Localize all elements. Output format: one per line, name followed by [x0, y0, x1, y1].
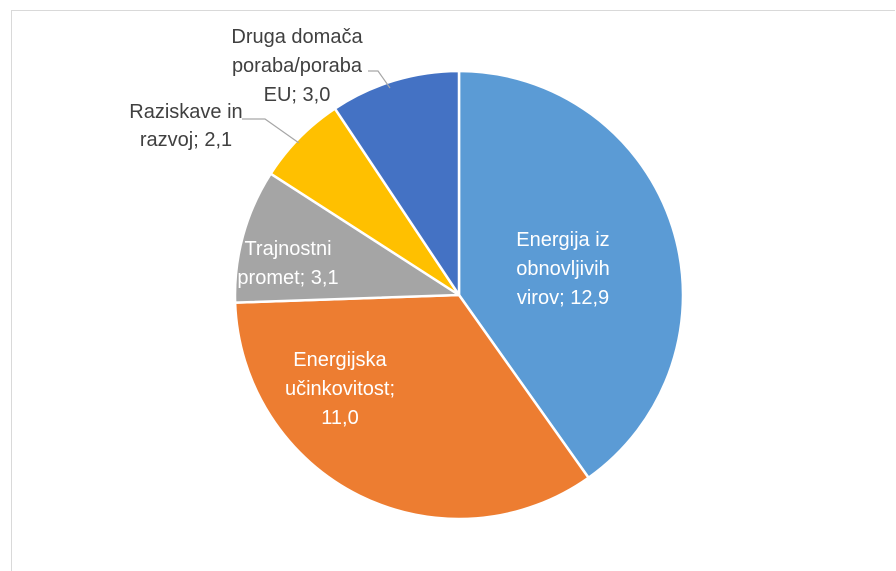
- data-label-line: razvoj; 2,1: [140, 129, 232, 151]
- data-label-1: Energija iz obnovljivih virov; 12,9: [516, 229, 609, 309]
- data-label-line: Energija iz: [516, 229, 609, 251]
- data-label-line: Druga domača: [231, 26, 363, 48]
- pie-slice-2: [233, 293, 590, 521]
- pie-slice-1: [457, 69, 685, 480]
- leader-line-5: [368, 70, 391, 89]
- data-label-line: Trajnostni: [244, 238, 331, 260]
- data-labels: Energija iz obnovljivih virov; 12,9Energij…: [129, 26, 609, 429]
- data-label-line: virov; 12,9: [517, 287, 609, 309]
- leader-line-4: [242, 118, 300, 144]
- leader-lines: [242, 70, 391, 144]
- data-label-line: poraba/poraba: [232, 55, 363, 77]
- data-label-line: EU; 3,0: [264, 84, 331, 106]
- data-label-line: učinkovitost;: [285, 378, 395, 400]
- data-label-line: 11,0: [321, 407, 358, 429]
- data-label-3: Trajnostni promet; 3,1: [237, 238, 338, 289]
- data-label-4: Raziskave in razvoj; 2,1: [129, 101, 242, 151]
- pie-slices: [233, 69, 685, 521]
- pie-slice-3: [233, 172, 461, 304]
- data-label-5: Druga domača poraba/poraba EU; 3,0: [231, 26, 363, 106]
- pie-slice-5: [333, 69, 461, 297]
- data-label-line: Raziskave in: [129, 101, 242, 123]
- data-label-line: Energijska: [293, 349, 387, 371]
- data-label-2: Energijska učinkovitost; 11,0: [285, 349, 395, 429]
- data-label-line: obnovljivih: [516, 258, 609, 280]
- data-label-line: promet; 3,1: [237, 267, 338, 289]
